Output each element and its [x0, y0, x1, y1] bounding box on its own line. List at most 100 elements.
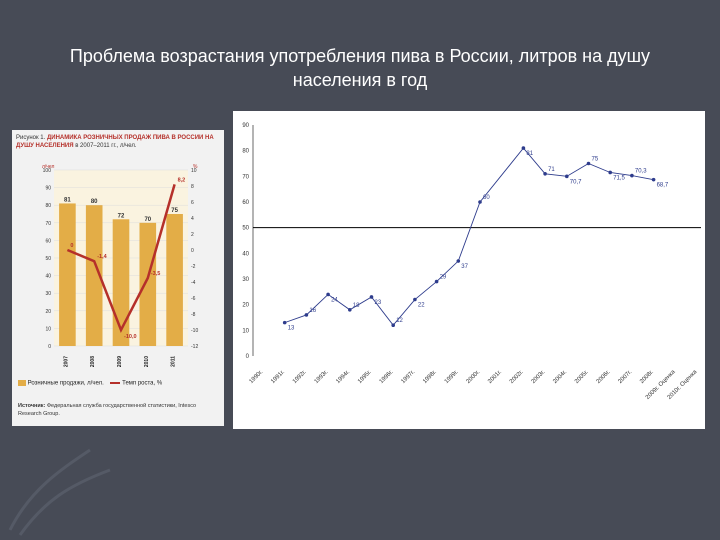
data-point-label: 60 [483, 195, 490, 201]
y-tick-label: 80 [45, 203, 51, 209]
y-tick-label: 10 [242, 328, 249, 334]
y2-tick-label: -10 [191, 328, 198, 334]
x-tick-label: 2002г. [509, 369, 525, 385]
data-point [391, 323, 395, 327]
x-tick-label: 1998г. [422, 369, 438, 385]
right-figure-panel: 0 10 20 30 40 50 60 70 80 90 1990г. 1991г. 1992г. 199… [233, 111, 705, 429]
left-figure-panel: Рисунок 1. ДИНАМИКА РОЗНИЧНЫХ ПРОДАЖ ПИВ… [12, 130, 224, 426]
x-tick-label: 1994г. [335, 369, 351, 385]
data-point-label: 29 [440, 275, 447, 281]
y2-tick-label: -12 [191, 344, 198, 350]
data-point-label: 12 [396, 318, 403, 324]
x-tick-label: 1997г. [400, 369, 416, 385]
bar [166, 214, 183, 346]
source-text: Федеральная служба государственной стати… [18, 403, 197, 417]
bar [85, 205, 103, 346]
data-point [543, 171, 547, 176]
growth-value-label: -3,5 [151, 271, 160, 277]
source-label: Источник: [18, 403, 46, 409]
data-point [304, 313, 309, 317]
data-point [565, 174, 569, 179]
data-point-label: 13 [288, 326, 295, 332]
data-point-label: 81 [526, 151, 533, 157]
bar-value-label: 81 [64, 197, 71, 203]
y-tick-label: 70 [242, 174, 249, 180]
data-point [369, 295, 374, 299]
y2-tick-label: 8 [191, 184, 194, 190]
legend-line-swatch [110, 382, 121, 384]
y-tick-label: 100 [43, 168, 52, 174]
data-point-label: 18 [353, 303, 360, 309]
x-tick-label: 2005г. [574, 369, 590, 385]
growth-value-label: -1,4 [97, 254, 107, 260]
x-tick-label: 2000г. [466, 369, 482, 385]
data-point-label: 71,5 [613, 175, 625, 181]
x-tick-label: 2008г. [639, 369, 655, 385]
x-tick-label: 1991г. [270, 369, 286, 385]
data-point-label: 70,3 [635, 169, 647, 175]
legend-bar-swatch [18, 380, 26, 386]
y2-tick-label: 0 [191, 248, 194, 254]
x-tick-label: 1990г. [249, 369, 265, 385]
caption-prefix: Рисунок 1. [16, 135, 46, 141]
bar-value-label: 72 [118, 213, 125, 219]
growth-value-label: 0 [70, 243, 73, 249]
left-figure-caption: Рисунок 1. ДИНАМИКА РОЗНИЧНЫХ ПРОДАЖ ПИВ… [16, 134, 220, 150]
bar [139, 222, 157, 346]
data-point [478, 200, 482, 204]
y-tick-label: 20 [45, 309, 51, 315]
bar-value-label: 80 [91, 199, 98, 205]
data-point-label: 70,7 [570, 179, 582, 185]
consumption-line [284, 147, 654, 326]
bar [59, 203, 76, 346]
data-point [630, 173, 634, 178]
data-point-label: 24 [331, 297, 338, 303]
data-point-label: 68,7 [657, 183, 669, 189]
caption-title: ДИНАМИКА РОЗНИЧНЫХ ПРОДАЖ ПИВА В РОССИИ … [16, 135, 214, 149]
y-axis-label: л/чел [42, 164, 55, 170]
y-tick-label: 90 [242, 123, 249, 129]
x-tick-label: 2008 [90, 356, 96, 367]
bar-value-label: 75 [171, 208, 178, 214]
slide-title: Проблема возрастания употребления пива в… [69, 46, 651, 90]
growth-value-label: -10,0 [124, 334, 137, 340]
data-point [326, 292, 330, 297]
bar-value-label: 70 [144, 217, 151, 223]
data-point-label: 71 [548, 167, 555, 173]
growth-value-label: 8,2 [178, 177, 186, 183]
data-point [413, 297, 417, 302]
data-point-label: 16 [309, 308, 316, 314]
x-tick-label: 2010 [144, 356, 150, 367]
x-tick-label: 2007 [63, 356, 69, 367]
data-point [651, 177, 656, 182]
data-point-label: 23 [375, 300, 382, 306]
y-tick-label: 40 [45, 274, 51, 280]
y-tick-label: 70 [45, 221, 51, 227]
x-tick-label: 2011 [171, 356, 177, 367]
x-tick-label: 2003г. [531, 369, 547, 385]
y-tick-label: 20 [242, 303, 249, 309]
x-tick-label: 2004г. [552, 369, 568, 385]
caption-suffix: в 2007–2011 гг., л/чел. [75, 143, 137, 149]
legend-line-label: Темп роста, % [122, 380, 163, 387]
data-point-label: 37 [461, 264, 468, 270]
y-tick-label: 30 [45, 291, 51, 297]
y-tick-label: 10 [45, 326, 51, 332]
y-tick-label: 0 [246, 354, 250, 360]
y2-tick-label: 10 [191, 168, 197, 174]
y-tick-label: 50 [45, 256, 51, 262]
x-tick-label: 2009 [117, 356, 123, 367]
x-tick-label: 2006г. [596, 369, 612, 385]
y-tick-label: 40 [242, 251, 249, 257]
x-tick-label: 1995г. [357, 369, 373, 385]
y2-tick-label: 2 [191, 232, 194, 238]
bar [112, 219, 130, 346]
legend-bar-label: Розничные продажи, л/чел. [27, 380, 104, 387]
y-tick-label: 60 [45, 238, 51, 244]
data-point-label: 22 [418, 303, 425, 309]
y2-tick-label: 6 [191, 200, 194, 206]
y2-tick-label: -2 [191, 264, 196, 270]
x-tick-label: 1999г. [444, 369, 460, 385]
x-tick-label: 1996г. [379, 369, 395, 385]
